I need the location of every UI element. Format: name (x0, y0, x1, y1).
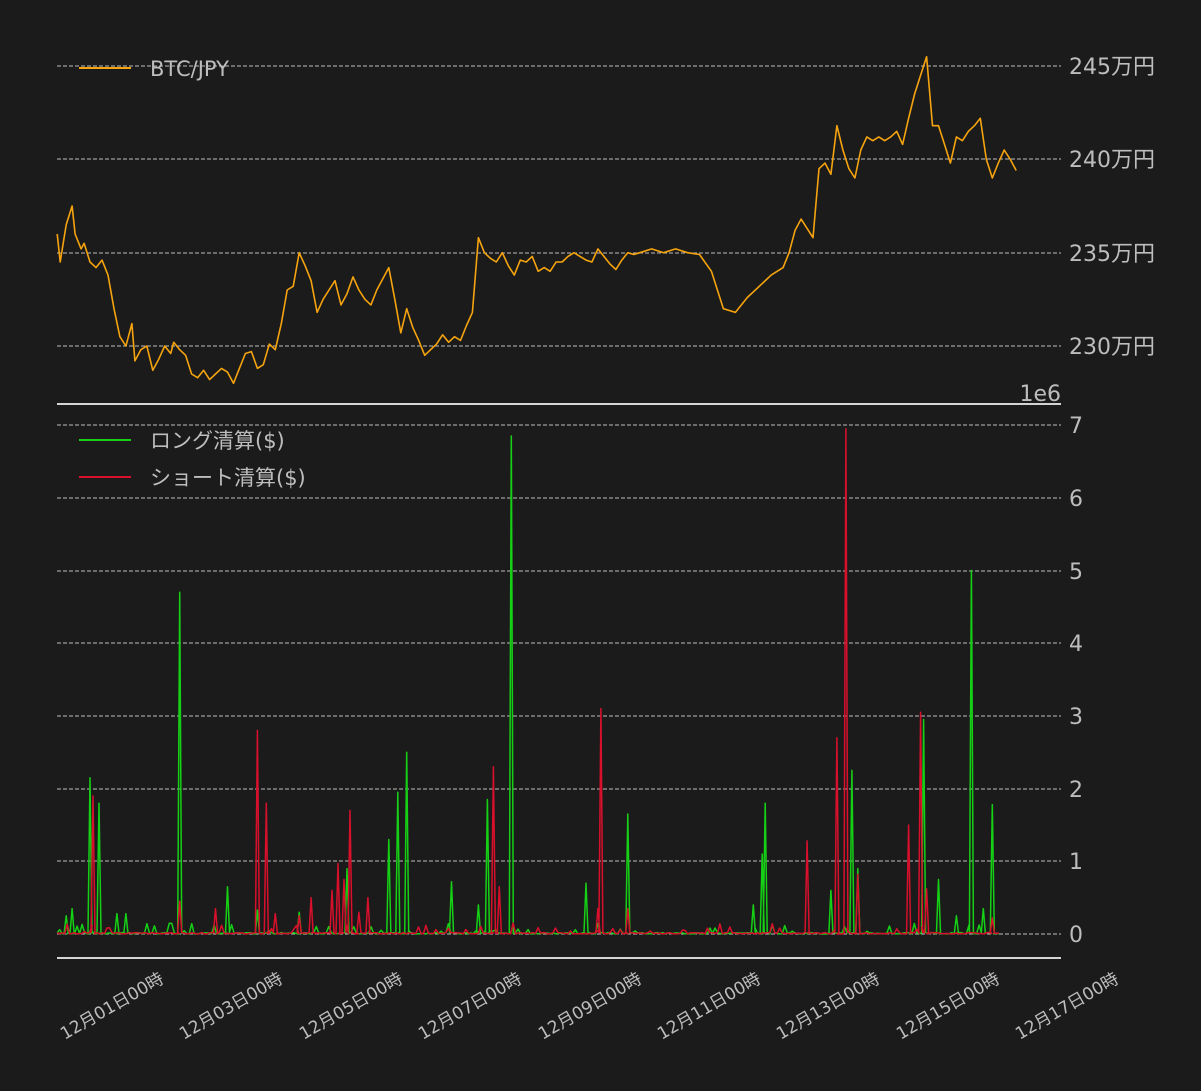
date-x-tick-label: 12月03日00時 (176, 969, 286, 1044)
date-x-tick-label: 12月05日00時 (296, 969, 406, 1044)
price-legend-label: BTC/JPY (150, 57, 229, 81)
liquidation-y-tick-label: 1 (1069, 850, 1083, 875)
price-y-tick-label: 235万円 (1069, 242, 1155, 267)
price-y-tick-label: 240万円 (1069, 148, 1155, 173)
price-y-axis: 245万円 240万円 235万円 230万円 (1069, 55, 1155, 360)
price-offset-label: 1e6 (1019, 382, 1061, 407)
short-liquidation-line (56, 427, 1000, 935)
price-y-tick-label: 230万円 (1069, 335, 1155, 360)
liquidation-legend: ロング清算($) ショート清算($) (79, 429, 306, 490)
long-legend-label: ロング清算($) (150, 429, 285, 453)
date-x-tick-label: 12月01日00時 (57, 969, 167, 1044)
liquidation-y-tick-label: 6 (1069, 487, 1083, 512)
liquidation-y-tick-label: 0 (1069, 923, 1083, 948)
liquidation-y-tick-label: 4 (1069, 632, 1083, 657)
short-legend-label: ショート清算($) (150, 466, 306, 490)
liquidation-y-tick-label: 7 (1069, 414, 1083, 439)
date-x-tick-label: 12月15日00時 (893, 969, 1003, 1044)
price-y-tick-label: 245万円 (1069, 55, 1155, 80)
price-panel: 245万円 240万円 235万円 230万円 1e6 BTC/JPY (56, 55, 1155, 407)
date-x-tick-label: 12月17日00時 (1012, 969, 1122, 1044)
date-x-axis: 12月01日00時 12月03日00時 12月05日00時 12月07日00時 12月0… (57, 969, 1122, 1044)
liquidation-y-axis: 7 6 5 4 3 2 1 0 (1069, 414, 1083, 948)
date-x-tick-label: 12月11日00時 (654, 969, 764, 1044)
liquidation-y-tick-label: 5 (1069, 560, 1083, 585)
price-legend: BTC/JPY (79, 57, 229, 81)
liquidation-y-tick-label: 2 (1069, 778, 1083, 803)
liquidation-gridlines (57, 424, 1061, 935)
date-x-tick-label: 12月07日00時 (415, 969, 525, 1044)
liquidation-y-tick-label: 3 (1069, 705, 1083, 730)
date-x-tick-label: 12月09日00時 (535, 969, 645, 1044)
date-x-tick-label: 12月13日00時 (773, 969, 883, 1044)
price-gridlines (57, 65, 1061, 347)
long-liquidation-line (56, 435, 1000, 935)
btc-jpy-price-line (56, 55, 1017, 385)
